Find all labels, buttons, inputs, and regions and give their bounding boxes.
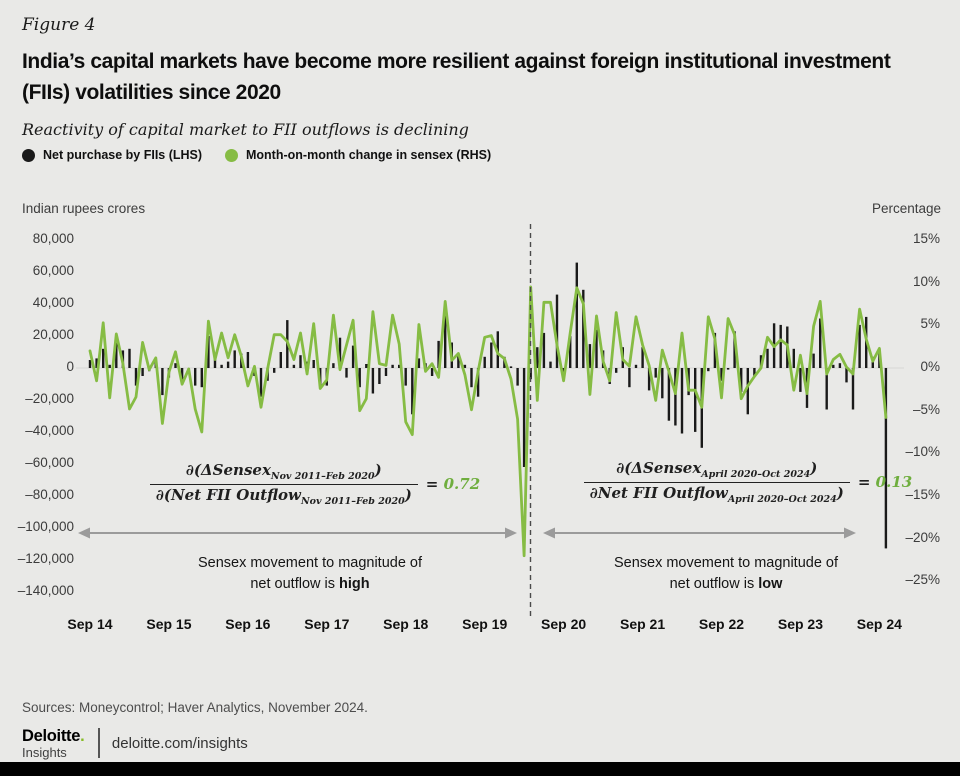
chart-plot bbox=[76, 224, 904, 616]
x-axis-tick: Sep 21 bbox=[619, 616, 666, 632]
coefficient-value: 0.72 bbox=[443, 475, 481, 494]
green-dot-icon bbox=[225, 148, 238, 162]
divider bbox=[98, 728, 100, 759]
right-axis-tick: 15% bbox=[912, 231, 940, 246]
x-axis-tick: Sep 15 bbox=[146, 616, 192, 632]
left-axis-tick: –20,000 bbox=[25, 390, 74, 406]
right-axis-tick: –25% bbox=[905, 572, 940, 588]
coefficient-value: 0.13 bbox=[875, 473, 913, 492]
right-axis-title: Percentage bbox=[871, 201, 941, 216]
page-title: India’s capital markets have become more… bbox=[22, 46, 942, 108]
legend-item-fii: Net purchase by FIIs (LHS) bbox=[22, 148, 202, 162]
left-axis-tick: 80,000 bbox=[32, 231, 74, 247]
right-axis-tick: –20% bbox=[905, 529, 940, 545]
legend-label-fii: Net purchase by FIIs (LHS) bbox=[43, 148, 203, 162]
right-axis-tick: 10% bbox=[912, 273, 940, 289]
footer-link: deloitte.com/insights bbox=[111, 734, 248, 752]
x-axis-tick: Sep 20 bbox=[541, 616, 587, 632]
green-period-icon: . bbox=[80, 727, 85, 745]
insights-label: Insights bbox=[22, 744, 67, 760]
left-axis-tick: 0 bbox=[66, 359, 74, 374]
left-axis-tick: 20,000 bbox=[32, 327, 74, 343]
x-axis-tick: Sep 18 bbox=[383, 616, 429, 632]
x-axis-tick: Sep 23 bbox=[777, 616, 823, 632]
black-dot-icon bbox=[22, 148, 35, 162]
range-arrow bbox=[78, 527, 517, 539]
legend-label-sensex: Month-on-month change in sensex (RHS) bbox=[246, 148, 492, 162]
caption-high-reactivity: Sensex movement to magnitude of net outf… bbox=[197, 555, 423, 592]
left-axis-tick: –80,000 bbox=[25, 486, 74, 502]
range-arrow bbox=[543, 527, 856, 539]
left-axis-tick: –40,000 bbox=[25, 422, 74, 438]
right-axis-tick: –10% bbox=[905, 444, 940, 460]
left-axis-tick: 40,000 bbox=[32, 295, 74, 311]
left-axis-title: Indian rupees crores bbox=[22, 201, 146, 216]
x-axis-tick: Sep 22 bbox=[698, 616, 745, 632]
fraction: ∂(ΔSensexNov 2011–Feb 2020) ∂(Net FII Ou… bbox=[149, 461, 418, 508]
right-axis-tick: 5% bbox=[920, 316, 940, 332]
left-axis-tick: –60,000 bbox=[25, 454, 74, 470]
formula-post-2020: ∂(ΔSensexApril 2020–Oct 2024) ∂Net FII O… bbox=[581, 459, 915, 506]
formula-pre-2020: ∂(ΔSensexNov 2011–Feb 2020) ∂(Net FII Ou… bbox=[148, 461, 482, 508]
sensex-line-series bbox=[88, 285, 888, 558]
x-axis-tick: Sep 19 bbox=[462, 616, 508, 632]
left-axis-tick: –100,000 bbox=[17, 518, 74, 534]
right-axis-tick: –15% bbox=[905, 486, 940, 502]
x-axis-tick: Sep 14 bbox=[67, 616, 113, 632]
chart-area: 80,000 60,000 40,000 20,000 0 –20,000 –40,000 –… bbox=[0, 224, 960, 658]
x-axis-tick: Sep 16 bbox=[225, 616, 271, 632]
bottom-black-strip bbox=[0, 762, 960, 776]
figure-label: Figure 4 bbox=[22, 15, 96, 35]
footer-brand: Deloitte. Insights deloitte.com/insights bbox=[22, 728, 248, 759]
fraction: ∂(ΔSensexApril 2020–Oct 2024) ∂Net FII O… bbox=[583, 459, 850, 506]
x-axis-tick: Sep 24 bbox=[856, 616, 902, 632]
right-axis-tick: 0% bbox=[920, 359, 940, 374]
sources-note: Sources: Moneycontrol; Haver Analytics, … bbox=[22, 700, 368, 715]
legend-item-sensex: Month-on-month change in sensex (RHS) bbox=[225, 148, 491, 162]
right-axis-tick: –5% bbox=[912, 401, 940, 417]
chart-subtitle: Reactivity of capital market to FII outf… bbox=[22, 120, 469, 139]
caption-low-reactivity: Sensex movement to magnitude of net outf… bbox=[613, 555, 839, 592]
x-axis-tick: Sep 17 bbox=[304, 616, 350, 632]
left-axis-tick: 60,000 bbox=[32, 263, 74, 279]
left-axis-tick: –120,000 bbox=[17, 550, 74, 566]
title-line1: India’s capital markets have become more… bbox=[22, 50, 891, 73]
left-axis-tick: –140,000 bbox=[17, 582, 74, 598]
title-line2: (FIIs) volatilities since 2020 bbox=[22, 81, 281, 104]
deloitte-logo: Deloitte. Insights bbox=[22, 727, 85, 760]
